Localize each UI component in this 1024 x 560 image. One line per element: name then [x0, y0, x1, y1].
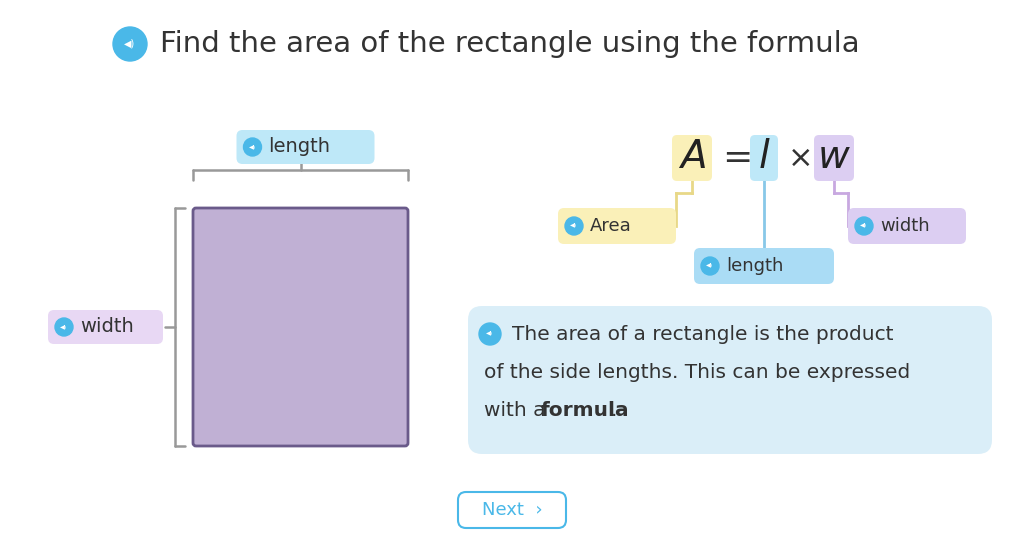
Circle shape: [701, 257, 719, 275]
FancyBboxPatch shape: [672, 135, 712, 181]
Text: ◀): ◀): [124, 39, 135, 49]
FancyBboxPatch shape: [48, 310, 163, 344]
Circle shape: [479, 323, 501, 345]
Circle shape: [244, 138, 261, 156]
FancyBboxPatch shape: [694, 248, 834, 284]
Text: length: length: [268, 138, 331, 156]
Text: $\mathit{l}$: $\mathit{l}$: [758, 139, 770, 176]
Text: Find the area of the rectangle using the formula: Find the area of the rectangle using the…: [160, 30, 859, 58]
FancyBboxPatch shape: [458, 492, 566, 528]
Text: ◀): ◀): [570, 223, 578, 228]
Text: width: width: [880, 217, 930, 235]
Text: ×: ×: [788, 143, 813, 172]
Text: formula: formula: [541, 400, 630, 419]
Text: $\mathit{A}$: $\mathit{A}$: [678, 139, 706, 176]
Circle shape: [565, 217, 583, 235]
Text: Next  ›: Next ›: [481, 501, 543, 519]
Circle shape: [855, 217, 873, 235]
Text: The area of a rectangle is the product: The area of a rectangle is the product: [512, 324, 894, 343]
FancyBboxPatch shape: [558, 208, 676, 244]
Text: ◀): ◀): [60, 324, 68, 329]
FancyBboxPatch shape: [237, 130, 375, 164]
Text: ◀): ◀): [486, 332, 494, 337]
Circle shape: [113, 27, 147, 61]
FancyBboxPatch shape: [750, 135, 778, 181]
Text: .: .: [611, 400, 617, 419]
Text: ◀): ◀): [860, 223, 867, 228]
FancyBboxPatch shape: [814, 135, 854, 181]
Text: of the side lengths. This can be expressed: of the side lengths. This can be express…: [484, 362, 910, 381]
Text: ◀): ◀): [249, 144, 256, 150]
Text: with a: with a: [484, 400, 552, 419]
FancyBboxPatch shape: [468, 306, 992, 454]
FancyBboxPatch shape: [848, 208, 966, 244]
Text: width: width: [80, 318, 134, 337]
FancyBboxPatch shape: [193, 208, 408, 446]
Text: ◀): ◀): [707, 264, 714, 268]
Text: Area: Area: [590, 217, 632, 235]
Text: length: length: [726, 257, 783, 275]
Text: $\mathit{w}$: $\mathit{w}$: [817, 139, 851, 176]
Circle shape: [55, 318, 73, 336]
Text: =: =: [722, 141, 753, 175]
